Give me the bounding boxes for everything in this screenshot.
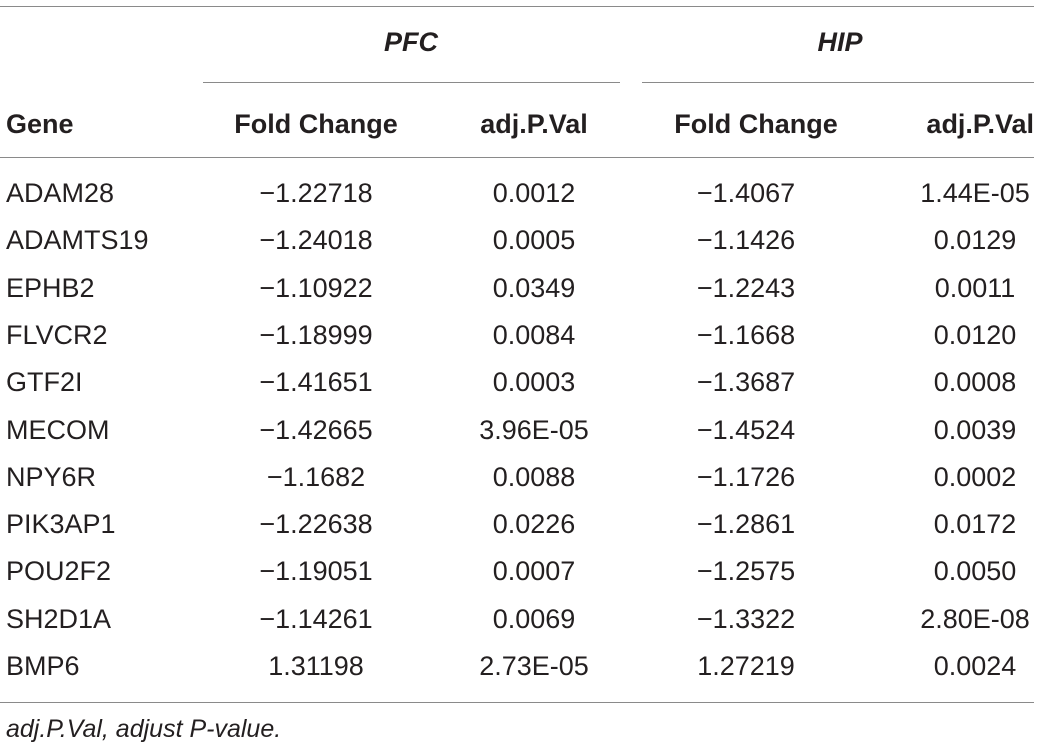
cell-gene: GTF2I: [6, 367, 83, 398]
column-header-hip-adj-p-val: adj.P.Val: [926, 109, 1034, 139]
cell-hip-adj-p-val: 0.0129: [933, 225, 1017, 256]
table-row: POU2F2 −1.19051 0.0007 −1.2575 0.0050: [0, 555, 1040, 602]
cell-pfc-adj-p-val: 0.0349: [492, 272, 576, 303]
cell-hip-fold-change: −1.2861: [696, 509, 796, 540]
cell-hip-adj-p-val: 0.0172: [933, 509, 1017, 540]
cell-pfc-adj-p-val: 0.0084: [492, 319, 576, 350]
group-header-pfc: PFC: [384, 27, 438, 57]
cell-pfc-fold-change: −1.18999: [259, 319, 373, 350]
cell-pfc-adj-p-val: 2.73E-05: [479, 651, 589, 681]
cell-hip-adj-p-val: 0.0050: [933, 556, 1017, 587]
table-footnote: adj.P.Val, adjust P-value.: [6, 715, 282, 743]
group-header-hip: HIP: [817, 27, 863, 57]
column-header-gene: Gene: [6, 109, 74, 139]
bottom-rule: [0, 702, 1034, 703]
cell-hip-fold-change: 1.27219: [697, 651, 795, 681]
cell-gene: ADAMTS19: [6, 225, 149, 256]
cell-hip-adj-p-val: 0.0024: [933, 651, 1017, 681]
cell-hip-fold-change: −1.2575: [696, 556, 796, 587]
cell-hip-fold-change: −1.1426: [696, 225, 796, 256]
cell-hip-adj-p-val: 0.0011: [934, 272, 1016, 303]
cell-hip-fold-change: −1.2243: [696, 272, 796, 303]
cell-hip-fold-change: −1.1668: [696, 319, 796, 350]
pfc-group-rule: [203, 82, 620, 83]
table-row: ADAM28 −1.22718 0.0012 −1.4067 1.44E-05: [0, 177, 1040, 224]
cell-pfc-fold-change: −1.22638: [259, 509, 373, 540]
cell-hip-adj-p-val: 0.0008: [933, 367, 1017, 398]
cell-gene: SH2D1A: [6, 603, 112, 634]
table-row: SH2D1A −1.14261 0.0069 −1.3322 2.80E-08: [0, 603, 1040, 650]
cell-pfc-fold-change: −1.14261: [259, 603, 373, 634]
cell-pfc-adj-p-val: 0.0012: [492, 178, 576, 208]
table-row: BMP6 1.31198 2.73E-05 1.27219 0.0024: [0, 650, 1040, 697]
table-row: FLVCR2 −1.18999 0.0084 −1.1668 0.0120: [0, 319, 1040, 366]
cell-pfc-adj-p-val: 0.0226: [492, 509, 576, 540]
hip-group-rule: [642, 82, 1034, 83]
cell-gene: POU2F2: [6, 556, 112, 587]
cell-hip-fold-change: −1.3687: [696, 367, 796, 398]
cell-hip-fold-change: −1.4524: [696, 414, 796, 445]
cell-pfc-adj-p-val: 3.96E-05: [479, 414, 589, 445]
top-rule: [0, 6, 1034, 7]
table-row: NPY6R −1.1682 0.0088 −1.1726 0.0002: [0, 461, 1040, 508]
cell-gene: MECOM: [6, 414, 110, 445]
cell-pfc-fold-change: −1.10922: [259, 272, 373, 303]
cell-pfc-adj-p-val: 0.0088: [492, 461, 576, 492]
cell-pfc-fold-change: −1.42665: [259, 414, 373, 445]
cell-hip-adj-p-val: 2.80E-08: [920, 603, 1030, 634]
table-row: GTF2I −1.41651 0.0003 −1.3687 0.0008: [0, 366, 1040, 413]
cell-pfc-fold-change: −1.41651: [259, 367, 373, 398]
column-header-pfc-adj-p-val: adj.P.Val: [480, 109, 588, 139]
cell-pfc-adj-p-val: 0.0005: [492, 225, 576, 256]
table-row: PIK3AP1 −1.22638 0.0226 −1.2861 0.0172: [0, 508, 1040, 555]
cell-gene: PIK3AP1: [6, 509, 116, 540]
cell-pfc-adj-p-val: 0.0007: [492, 556, 576, 587]
cell-pfc-fold-change: 1.31198: [268, 651, 364, 681]
cell-hip-fold-change: −1.1726: [696, 461, 796, 492]
cell-pfc-fold-change: −1.24018: [259, 225, 373, 256]
column-header-hip-fold-change: Fold Change: [674, 109, 838, 139]
cell-pfc-fold-change: −1.22718: [259, 178, 373, 208]
table-row: MECOM −1.42665 3.96E-05 −1.4524 0.0039: [0, 414, 1040, 461]
cell-gene: ADAM28: [6, 178, 115, 208]
cell-gene: FLVCR2: [6, 319, 108, 350]
header-rule: [0, 157, 1034, 158]
cell-hip-adj-p-val: 0.0039: [933, 414, 1017, 445]
cell-hip-adj-p-val: 0.0120: [933, 319, 1017, 350]
cell-hip-fold-change: −1.4067: [696, 178, 796, 208]
cell-pfc-fold-change: −1.19051: [259, 556, 373, 587]
cell-pfc-adj-p-val: 0.0003: [492, 367, 576, 398]
table-row: ADAMTS19 −1.24018 0.0005 −1.1426 0.0129: [0, 224, 1040, 271]
cell-hip-fold-change: −1.3322: [696, 603, 796, 634]
cell-hip-adj-p-val: 1.44E-05: [920, 178, 1030, 208]
cell-hip-adj-p-val: 0.0002: [933, 461, 1017, 492]
cell-gene: BMP6: [6, 651, 80, 681]
table-row: EPHB2 −1.10922 0.0349 −1.2243 0.0011: [0, 272, 1040, 319]
cell-gene: NPY6R: [6, 461, 97, 492]
cell-pfc-adj-p-val: 0.0069: [492, 603, 576, 634]
cell-pfc-fold-change: −1.1682: [266, 461, 366, 492]
column-header-pfc-fold-change: Fold Change: [234, 109, 398, 139]
cell-gene: EPHB2: [6, 272, 95, 303]
